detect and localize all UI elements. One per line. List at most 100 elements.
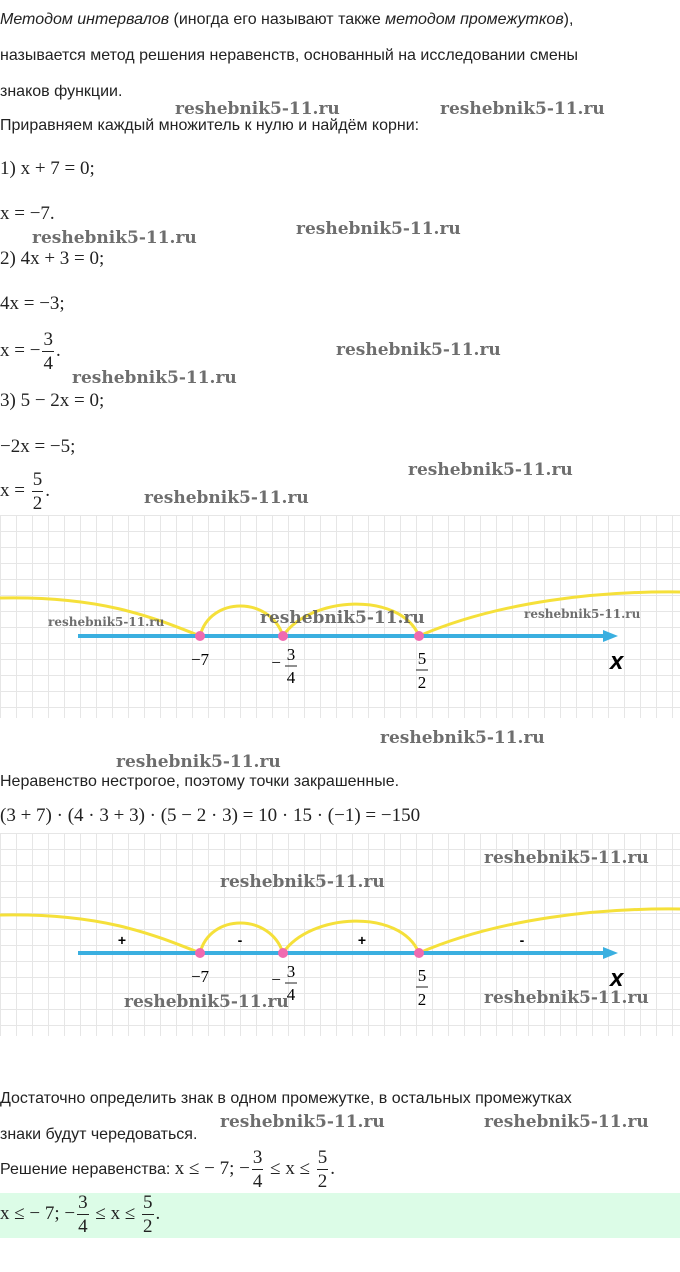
intro-line-1: Методом интервалов (иногда его называют … [0,2,680,38]
root-point [195,948,205,958]
numerator: 3 [77,1192,89,1215]
term-gaps: методом промежутков [385,11,564,28]
eq-1: 1) x + 7 = 0; [0,158,95,179]
watermark: reshebnik5-11.ru [296,219,461,239]
denominator: 4 [78,1216,88,1237]
solution-text: ≤ x ≤ [265,1157,315,1179]
alternate-line-2: знаки будут чередоваться. [0,1126,198,1143]
tick-label: 3 [287,645,296,664]
intro-line-3: знаков функции. [0,83,123,100]
eq-4: 4x = −3; [0,293,65,314]
watermark: reshebnik5-11.ru [440,99,605,119]
sign-arc [0,596,201,638]
tick-label: −7 [191,650,210,669]
interval-sign: + [118,932,126,948]
sign-arc [0,913,201,955]
tick-label: −7 [191,967,210,986]
eq-text: x = − [0,339,41,361]
root-point [278,948,288,958]
intro-text: (иногда его называют также [169,11,386,28]
sign-check: (3 + 7) · (4 · 3 + 3) · (5 − 2 · 3) = 10… [0,805,421,826]
watermark: reshebnik5-11.ru [524,607,641,621]
watermark: reshebnik5-11.ru [380,728,545,748]
watermark: reshebnik5-11.ru [260,608,425,628]
numerator: 5 [31,469,44,492]
denominator: 2 [32,493,43,514]
sign-arc [198,604,285,637]
root-point [414,948,424,958]
watermark: reshebnik5-11.ru [220,872,385,892]
axis-label: x [608,648,625,675]
interval-sign: - [520,932,525,948]
axis-label: x [608,965,625,992]
answer-part: x ≤ − 7; − [0,1202,76,1224]
denominator: 2 [143,1216,153,1237]
solution-text: x ≤ − 7; − [174,1157,250,1179]
eq-6: 3) 5 − 2x = 0; [0,390,105,411]
numerator: 3 [251,1147,264,1170]
answer-part: . [155,1202,161,1224]
tick-label: 2 [418,990,427,1009]
denominator: 4 [252,1171,263,1192]
sign-arc [281,919,421,954]
tick-label: 3 [287,962,296,981]
watermark: reshebnik5-11.ru [408,460,573,480]
root-point [278,631,288,641]
term-intervals: Методом интервалов [0,11,170,28]
axis-arrow [603,630,618,642]
answer-part: ≤ x ≤ [90,1202,140,1224]
denominator: 2 [317,1171,328,1192]
watermark: reshebnik5-11.ru [124,992,289,1012]
watermark: reshebnik5-11.ru [484,988,649,1008]
tick-label: 4 [287,985,296,1004]
axis-arrow [603,947,618,959]
root-point [195,631,205,641]
watermark: reshebnik5-11.ru [484,1112,649,1132]
alternate-line-1: Достаточно определить знак в одном проме… [0,1090,572,1107]
eq-text: x = [0,479,30,501]
tick-label: 5 [418,966,427,985]
watermark: reshebnik5-11.ru [336,340,501,360]
tick-label: − [271,653,281,672]
watermark: reshebnik5-11.ru [175,99,340,119]
number-line-diagram-1: −7 −3 4 5 2 x [0,515,680,718]
tick-label: 4 [287,668,296,687]
watermark: reshebnik5-11.ru [32,228,197,248]
interval-sign: + [358,932,366,948]
number-line-svg: −7 −3 4 5 2 x + - + - [0,907,680,1009]
eq-5: x = −3 4. [0,329,61,374]
step-intro: Приравняем каждый множитель к нулю и най… [0,117,420,134]
strict-note: Неравенство нестрогое, поэтому точки зак… [0,773,400,790]
denominator: 4 [43,353,53,374]
eq-3: 2) 4x + 3 = 0; [0,248,105,269]
watermark: reshebnik5-11.ru [72,368,237,388]
eq-7: −2x = −5; [0,436,76,457]
tick-label: 2 [418,673,427,692]
solution-label: Решение неравенства: [0,1160,175,1178]
eq-2: x = −7. [0,203,55,224]
number-line-diagram-2: −7 −3 4 5 2 x + - + - [0,833,680,1036]
watermark: reshebnik5-11.ru [48,615,165,629]
sign-arc [418,590,680,638]
intro-line-2: называется метод решения неравенств, осн… [0,47,579,64]
number-line-svg: −7 −3 4 5 2 x [0,590,680,692]
intro-text: ), [563,11,574,28]
numerator: 3 [42,329,54,352]
watermark: reshebnik5-11.ru [220,1112,385,1132]
sign-arc [198,921,285,954]
watermark: reshebnik5-11.ru [116,752,281,772]
numerator: 5 [142,1192,154,1215]
tick-label: 5 [418,649,427,668]
solution-line: Решение неравенства: x ≤ − 7; −3 4 ≤ x ≤ … [0,1148,335,1191]
solution-text: . [330,1157,335,1179]
tick-label: − [271,970,281,989]
sign-arc [281,602,421,637]
interval-sign: - [238,932,243,948]
sign-arc [418,907,680,955]
watermark: reshebnik5-11.ru [484,848,649,868]
